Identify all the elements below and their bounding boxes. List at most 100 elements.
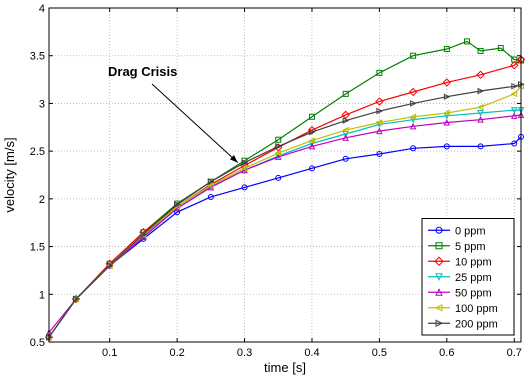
data-point [464,38,471,45]
data-point [410,52,417,59]
legend-item: 0 ppm [428,225,486,237]
legend-marker [435,319,444,328]
data-point [207,193,214,200]
legend-label: 200 ppm [455,318,498,330]
legend-label: 5 ppm [455,241,486,253]
x-tick-label: 0.1 [102,347,117,359]
data-point [510,112,518,119]
data-point [308,142,316,150]
data-point [376,69,383,76]
data-point [375,97,384,106]
y-tick-label: 1.5 [30,242,45,254]
x-tick-label: 0.5 [372,347,387,359]
y-tick-label: 3.5 [30,51,45,63]
series-line [48,114,522,333]
data-point [342,90,349,97]
data-point [510,107,518,114]
data-point [477,47,484,54]
data-point [72,295,80,303]
annotation-arrowhead [229,154,238,163]
legend-item: 10 ppm [428,256,492,268]
data-point [275,174,282,181]
x-axis-label: time [s] [264,360,306,375]
legend-label: 10 ppm [455,256,492,268]
legend-item: 5 ppm [428,241,486,253]
series-line [48,136,522,338]
legend-item: 25 ppm [428,272,492,284]
legend-marker [434,303,443,312]
data-point [477,109,484,117]
data-point [477,116,484,123]
plot-frame [48,7,522,343]
y-tick-label: 3 [39,98,45,110]
data-point [442,78,452,87]
legend-label: 0 ppm [455,225,486,237]
data-point [308,165,315,172]
data-point [342,126,349,134]
data-point [106,262,114,269]
legend-marker [434,256,444,266]
data-point [409,122,417,130]
legend: 0 ppm 5 ppm 10 ppm 25 ppm 50 ppm 100 ppm 200 p… [421,218,515,336]
data-point [410,100,417,107]
data-point [511,140,518,147]
legend-marker [435,273,443,281]
data-point [443,93,451,101]
data-point [477,87,485,95]
data-point [275,136,282,143]
y-tick-label: 2.5 [30,146,45,158]
data-point [72,295,80,303]
data-point [241,159,249,166]
legend-label: 25 ppm [455,272,492,284]
data-point [376,151,383,158]
annotation-text: Drag Crisis [108,64,177,79]
x-tick-label: 0.7 [507,347,522,359]
legend-item: 50 ppm [428,287,492,299]
legend-label: 100 ppm [455,303,498,315]
data-point [443,46,450,53]
data-point [476,103,484,111]
data-point [207,182,214,189]
x-tick-label: 0.3 [237,347,252,359]
annotation-arrow [151,83,239,163]
y-tick-label: 0.5 [30,337,45,349]
data-point [376,107,384,115]
data-point [408,87,418,97]
data-point [240,165,248,172]
data-point [510,90,518,98]
x-tick-label: 0.2 [169,347,184,359]
legend-marker [435,226,443,234]
y-tick-label: 2 [39,194,45,206]
data-point [376,127,383,135]
data-point [308,137,315,144]
legend-marker [435,242,443,250]
legend-item: 200 ppm [428,318,498,330]
axis-ticks: 0.1 0.2 0.3 0.4 0.5 0.6 0.7 0.5 1 1.5 2 2.5 3 3.5 4 [30,3,522,359]
series-line [48,83,522,338]
data-point [511,82,518,90]
series-200-ppm [46,81,525,341]
data-point [477,143,484,150]
x-tick-label: 0.6 [439,347,454,359]
legend-marker [435,288,443,296]
data-point [497,45,504,52]
data-point [443,143,450,150]
data-point [275,143,282,150]
data-point [375,119,383,126]
data-point [409,113,417,121]
data-point [342,134,349,141]
y-tick-label: 1 [39,289,45,301]
data-point [241,184,248,191]
data-point [274,149,282,157]
data-point [476,70,485,80]
data-point [106,262,113,269]
data-point [308,128,316,136]
data-point [342,117,350,124]
data-point [510,61,519,70]
data-point [341,110,350,120]
data-point [207,178,215,185]
legend-label: 50 ppm [455,287,492,299]
x-tick-label: 0.4 [304,347,319,359]
